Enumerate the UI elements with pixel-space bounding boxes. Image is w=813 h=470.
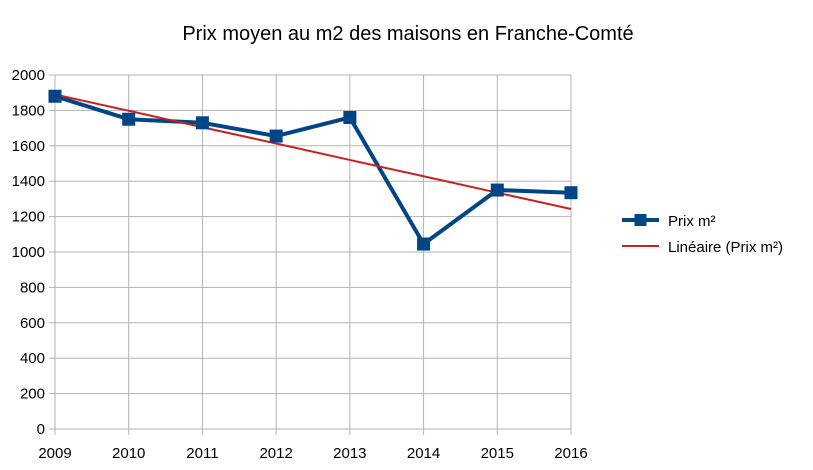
axes bbox=[49, 74, 572, 435]
grid-lines bbox=[54, 74, 572, 430]
y-tick-label: 0 bbox=[37, 421, 45, 438]
y-tick-label: 600 bbox=[20, 315, 45, 332]
x-tick-labels: 2009 2010 2011 2012 2013 2014 2015 2016 bbox=[38, 445, 587, 462]
chart-title: Prix moyen au m2 des maisons en Franche-… bbox=[182, 23, 633, 45]
data-point-marker bbox=[269, 129, 283, 143]
legend-label-lineaire: Linéaire (Prix m²) bbox=[668, 239, 783, 256]
y-tick-label: 2000 bbox=[12, 67, 45, 84]
x-tick-label: 2010 bbox=[112, 445, 145, 462]
x-tick-label: 2013 bbox=[333, 445, 366, 462]
y-tick-label: 200 bbox=[20, 386, 45, 403]
data-point-marker bbox=[195, 116, 209, 130]
data-point-marker bbox=[48, 89, 62, 103]
data-point-marker bbox=[417, 237, 431, 251]
y-tick-label: 400 bbox=[20, 350, 45, 367]
x-tick-label: 2009 bbox=[38, 445, 71, 462]
series-group bbox=[48, 89, 578, 251]
y-tick-label: 1600 bbox=[12, 138, 45, 155]
data-point-marker bbox=[564, 186, 578, 200]
x-tick-label: 2016 bbox=[554, 445, 587, 462]
x-tick-label: 2015 bbox=[481, 445, 514, 462]
data-point-marker bbox=[343, 110, 357, 124]
legend: Prix m² Linéaire (Prix m²) bbox=[622, 213, 783, 256]
x-tick-label: 2014 bbox=[407, 445, 440, 462]
x-tick-label: 2012 bbox=[259, 445, 292, 462]
series-prix-m2-line bbox=[54, 94, 572, 247]
y-tick-label: 1400 bbox=[12, 173, 45, 190]
y-tick-label: 1200 bbox=[12, 209, 45, 226]
legend-label-prix-m2: Prix m² bbox=[668, 213, 716, 230]
data-point-marker bbox=[490, 183, 504, 197]
y-tick-label: 800 bbox=[20, 279, 45, 296]
series-lineaire-trendline bbox=[54, 93, 572, 210]
y-tick-labels: 0 200 400 600 800 1000 1200 1400 1600 1800 2000 bbox=[12, 67, 45, 438]
x-tick-label: 2011 bbox=[186, 445, 218, 462]
y-tick-label: 1800 bbox=[12, 102, 45, 119]
y-tick-label: 1000 bbox=[12, 244, 45, 261]
data-point-marker bbox=[122, 112, 136, 126]
legend-marker-prix-m2 bbox=[634, 214, 647, 226]
